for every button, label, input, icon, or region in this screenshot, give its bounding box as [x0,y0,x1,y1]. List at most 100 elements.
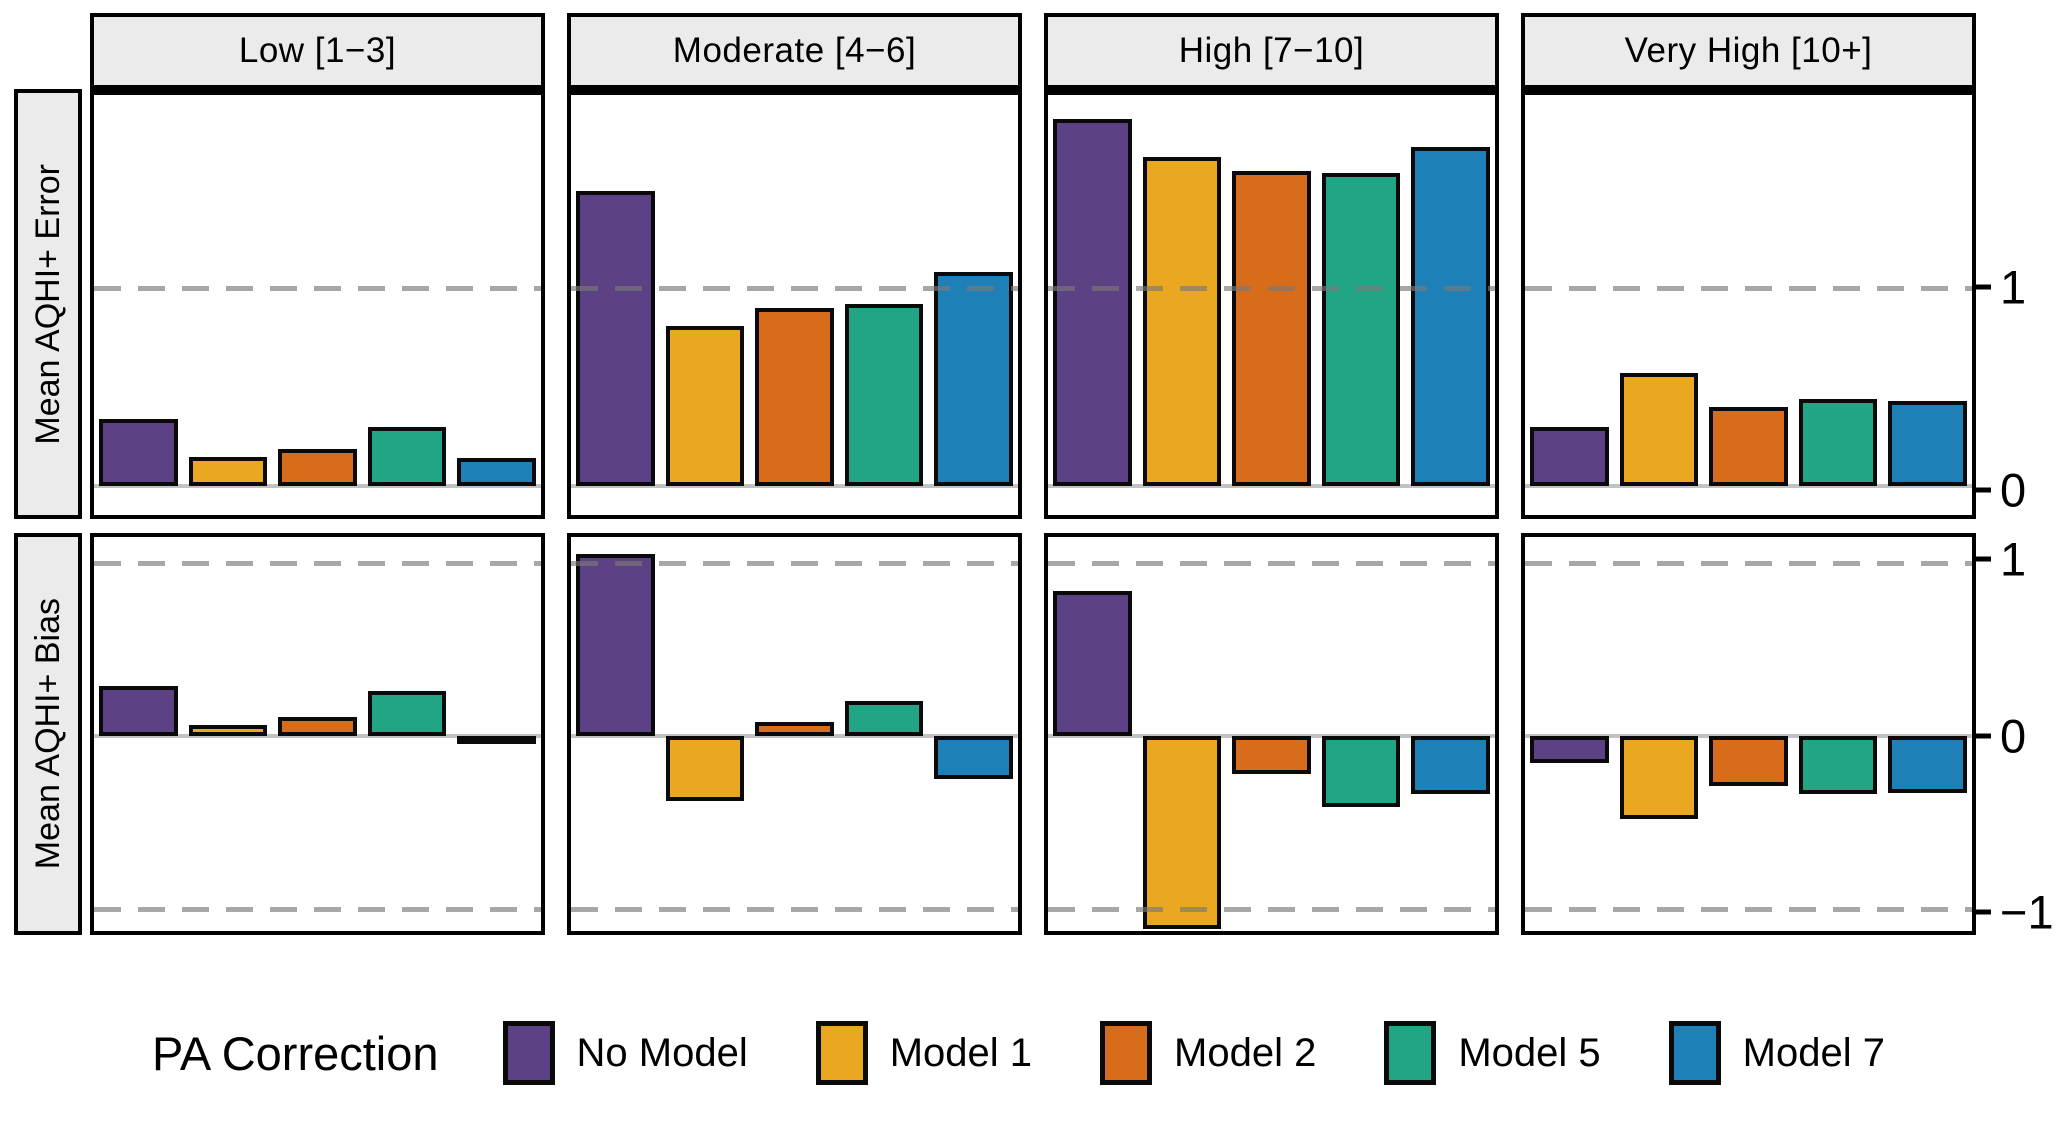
aqhi-faceted-bar-chart: Low [1−3] Moderate [4−6] High [7−10] Ver… [0,13,2067,1123]
reference-line-neg1 [571,906,1018,912]
bar-model-5 [844,701,924,736]
legend-item-no-model: No Model [502,1021,748,1085]
bar-no-model [1530,426,1610,487]
bar-no-model [1053,590,1133,736]
tick-label: −1 [2000,885,2054,939]
bar-model-2 [1709,406,1788,487]
panel-error-low [90,89,545,519]
tick-mark [1976,909,1991,915]
panel-error-moderate [567,89,1022,519]
bar-model-7 [1887,735,1967,793]
bar-model-2 [755,307,834,487]
panel-bias-high [1044,533,1499,935]
legend-title: PA Correction [152,1026,439,1080]
zero-gridline [1525,484,1972,489]
facet-strip-high: High [7−10] [1044,13,1499,89]
legend-label: Model 7 [1742,1030,1885,1075]
y-axis-bias: 1 0 −1 [1976,533,2062,936]
legend-item-model-2: Model 2 [1100,1021,1316,1085]
bar-model-1 [188,725,268,736]
bar-model-2 [1232,170,1311,487]
row-strip-error: Mean AQHI+ Error [14,89,82,519]
bar-no-model [576,190,656,487]
bar-model-1 [1142,735,1222,930]
reference-line-neg1 [1048,906,1495,912]
bar-model-7 [1410,147,1490,487]
tick-mark [1976,733,1991,739]
tick-label: 1 [2000,532,2027,586]
bar-model-5 [367,690,447,736]
legend-label: No Model [576,1030,748,1075]
bar-model-5 [1321,172,1401,487]
panel-row-bias: Mean AQHI+ Bias 1 0 −1 [0,533,2067,936]
legend-label: Model 1 [889,1030,1033,1075]
panel-error-very-high [1521,89,1976,519]
panel-bias-moderate [567,533,1022,935]
legend-swatch-model-1 [815,1021,868,1085]
facet-strip-label: Very High [10+] [1624,31,1873,70]
y-tick-1: 1 [1976,263,2026,310]
y-tick-1: 1 [1976,536,2026,583]
bar-model-7 [933,272,1013,487]
bar-model-5 [1798,735,1878,795]
bar-model-1 [1142,157,1222,487]
reference-line-neg1 [94,906,541,912]
legend-item-model-1: Model 1 [815,1021,1033,1085]
panel-error-high [1044,89,1499,519]
facet-strip-label: Moderate [4−6] [672,31,917,70]
bar-model-1 [188,456,268,487]
row-strip-label: Mean AQHI+ Error [28,163,67,445]
legend-swatch-model-2 [1100,1021,1153,1085]
bar-model-5 [1321,735,1401,807]
bar-model-7 [933,735,1013,779]
y-tick-neg1: −1 [1976,889,2054,936]
bar-model-2 [1232,735,1311,774]
legend-label: Model 5 [1458,1030,1601,1075]
bar-model-7 [456,735,536,744]
bar-no-model [576,554,656,736]
facet-strip-moderate: Moderate [4−6] [567,13,1022,89]
bar-model-7 [456,458,536,487]
facet-strip-low: Low [1−3] [90,13,545,89]
bar-model-2 [1709,735,1788,786]
bar-model-1 [665,735,745,802]
reference-line-neg1 [1525,906,1972,912]
bar-model-1 [1619,735,1699,819]
facet-strip-very-high: Very High [10+] [1521,13,1976,89]
bar-model-5 [367,426,447,487]
reference-line-1 [571,560,1018,566]
tick-label: 0 [2000,709,2027,763]
bar-model-2 [755,721,834,736]
reference-line-1 [1525,285,1972,291]
reference-line-1 [1048,285,1495,291]
zero-gridline [1048,484,1495,489]
row-strip-label: Mean AQHI+ Bias [28,598,67,870]
tick-label: 0 [2000,463,2027,517]
reference-line-1 [1525,560,1972,566]
bar-model-7 [1887,400,1967,487]
bar-no-model [99,685,179,736]
bar-model-5 [844,303,924,487]
row-strip-bias: Mean AQHI+ Bias [14,533,82,935]
bar-no-model [1053,119,1133,487]
legend-label: Model 2 [1174,1030,1317,1075]
tick-label: 1 [2000,260,2027,314]
zero-gridline [94,733,541,738]
bar-model-2 [278,448,357,487]
panel-row-error: Mean AQHI+ Error 1 0 [0,89,2067,519]
bar-no-model [1530,735,1610,764]
bar-model-5 [1798,398,1878,487]
panel-bias-low [90,533,545,935]
bar-model-1 [1619,373,1699,487]
bar-model-2 [278,716,357,736]
reference-line-1 [1048,560,1495,566]
legend-item-model-7: Model 7 [1668,1021,1885,1085]
bar-model-1 [665,325,745,487]
legend-swatch-model-7 [1668,1021,1721,1085]
axis-spacer [1976,13,2062,89]
facet-strip-label: High [7−10] [1178,31,1365,70]
legend: PA Correction No Model Model 1 Model 2 M… [0,1021,2067,1085]
reference-line-1 [94,560,541,566]
tick-mark [1976,556,1991,562]
zero-gridline [571,484,1018,489]
